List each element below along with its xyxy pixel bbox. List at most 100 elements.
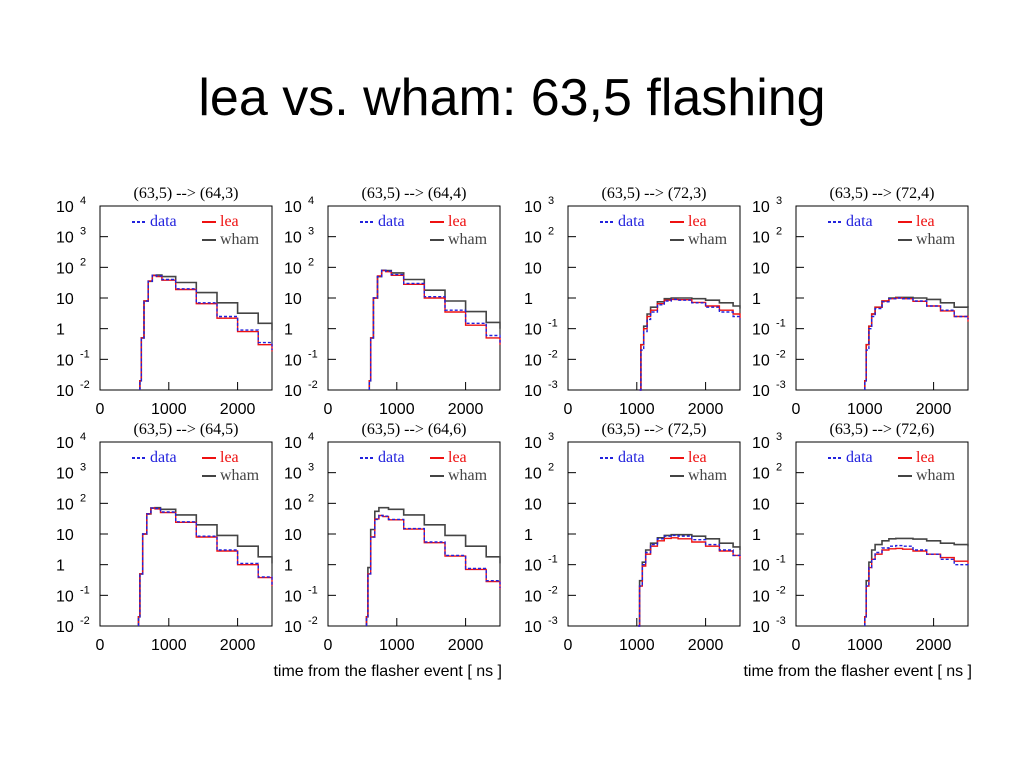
y-tick-label: 10	[752, 199, 770, 216]
x-axis-title: time from the flasher event [ ns ]	[743, 663, 972, 680]
y-tick-label: 10	[524, 383, 542, 400]
series-line-data	[864, 544, 969, 626]
plot-frame	[99, 205, 273, 391]
y-tick-exponent: -2	[80, 615, 90, 627]
series-line-data	[365, 514, 501, 626]
y-tick-label: 10	[752, 588, 770, 605]
y-tick-label: 10	[752, 352, 770, 369]
y-tick-exponent: 2	[548, 226, 554, 238]
y-tick-label: 10	[56, 383, 74, 400]
x-tick-label: 1000	[619, 401, 655, 418]
x-tick-label: 0	[324, 637, 333, 654]
plot-frame	[99, 441, 273, 627]
y-tick-label: 10	[524, 260, 542, 277]
y-tick-label: 10	[56, 260, 74, 277]
legend-label-wham: wham	[448, 467, 488, 484]
y-tick-exponent: 2	[308, 256, 314, 268]
y-tick-exponent: 3	[776, 431, 782, 443]
y-tick-exponent: -1	[80, 348, 90, 360]
series-line-data	[864, 297, 969, 390]
panel-title: (63,5) --> (72,4)	[830, 185, 935, 202]
legend-label-wham: wham	[220, 467, 260, 484]
legend-label-wham: wham	[220, 231, 260, 248]
x-tick-label: 1000	[847, 637, 883, 654]
panel-8: 10 3 10 2 10 1 10 -1 10 -2 10 -3 0 1000 2000 (63,5) -->…	[752, 421, 969, 654]
y-tick-label: 10	[284, 291, 302, 308]
x-tick-label: 1000	[151, 401, 187, 418]
legend-label-wham: wham	[916, 231, 956, 248]
y-tick-label: 1	[524, 291, 533, 308]
y-tick-exponent: 2	[80, 492, 86, 504]
y-tick-label: 10	[752, 322, 770, 339]
legend-label-lea: lea	[916, 449, 935, 466]
y-tick-exponent: -1	[80, 584, 90, 596]
y-tick-exponent: -3	[548, 615, 558, 627]
panel-3: 10 3 10 2 10 1 10 -1 10 -2 10 -3 0 1000 2000 (63,5) -->…	[524, 185, 741, 418]
y-tick-exponent: 2	[776, 462, 782, 474]
x-tick-label: 2000	[688, 401, 724, 418]
y-tick-exponent: 4	[80, 431, 86, 443]
legend-label-wham: wham	[916, 467, 956, 484]
y-tick-exponent: -2	[776, 348, 786, 360]
y-tick-label: 10	[56, 230, 74, 247]
panel-title: (63,5) --> (64,3)	[134, 185, 239, 202]
x-tick-label: 1000	[151, 637, 187, 654]
legend-label-data: data	[846, 213, 873, 230]
x-tick-label: 2000	[220, 637, 256, 654]
panel-7: 10 3 10 2 10 1 10 -1 10 -2 10 -3 0 1000 2000 (63,5) -->…	[524, 421, 741, 654]
y-tick-exponent: 4	[308, 431, 314, 443]
y-tick-exponent: 2	[776, 226, 782, 238]
x-tick-label: 0	[564, 637, 573, 654]
y-tick-label: 10	[284, 466, 302, 483]
legend-label-wham: wham	[688, 231, 728, 248]
x-tick-label: 2000	[916, 637, 952, 654]
y-tick-label: 10	[56, 527, 74, 544]
legend-label-data: data	[150, 213, 177, 230]
x-tick-label: 1000	[379, 637, 415, 654]
plot-frame	[567, 441, 741, 627]
y-tick-label: 1	[284, 558, 293, 575]
slide-title: lea vs. wham: 63,5 flashing	[198, 69, 826, 127]
y-tick-label: 10	[524, 619, 542, 636]
panel-6: 10 4 10 3 10 2 10 1 10 -1 10 -2 0 1000 2000 (63,5) --> …	[284, 421, 501, 654]
legend-label-lea: lea	[448, 449, 467, 466]
y-tick-label: 10	[56, 619, 74, 636]
y-tick-exponent: -1	[776, 554, 786, 566]
y-tick-exponent: -1	[308, 584, 318, 596]
y-tick-label: 10	[524, 435, 542, 452]
y-tick-exponent: 3	[80, 462, 86, 474]
y-tick-label: 10	[752, 383, 770, 400]
panel-title: (63,5) --> (64,4)	[362, 185, 467, 202]
x-tick-label: 0	[96, 637, 105, 654]
y-tick-exponent: 3	[80, 226, 86, 238]
y-tick-label: 10	[56, 466, 74, 483]
plot-frame	[567, 205, 741, 391]
y-tick-label: 10	[752, 496, 770, 513]
plot-frame	[795, 205, 969, 391]
y-tick-exponent: -1	[308, 348, 318, 360]
y-tick-exponent: -3	[548, 379, 558, 391]
y-tick-label: 10	[752, 230, 770, 247]
legend-label-lea: lea	[688, 449, 707, 466]
y-tick-label: 10	[284, 383, 302, 400]
panel-title: (63,5) --> (72,6)	[830, 421, 935, 438]
y-tick-exponent: -1	[548, 554, 558, 566]
y-tick-label: 10	[284, 435, 302, 452]
legend-label-wham: wham	[448, 231, 488, 248]
y-tick-exponent: -2	[80, 379, 90, 391]
y-tick-exponent: 3	[308, 462, 314, 474]
y-tick-label: 1	[524, 527, 533, 544]
panel-title: (63,5) --> (64,6)	[362, 421, 467, 438]
legend-label-lea: lea	[916, 213, 935, 230]
y-tick-exponent: -2	[308, 615, 318, 627]
y-tick-exponent: 3	[548, 195, 554, 207]
y-tick-exponent: 2	[80, 256, 86, 268]
panel-title: (63,5) --> (72,5)	[602, 421, 707, 438]
x-tick-label: 0	[324, 401, 333, 418]
legend-label-wham: wham	[688, 467, 728, 484]
panel-4: 10 3 10 2 10 1 10 -1 10 -2 10 -3 0 1000 2000 (63,5) -->…	[752, 185, 969, 418]
